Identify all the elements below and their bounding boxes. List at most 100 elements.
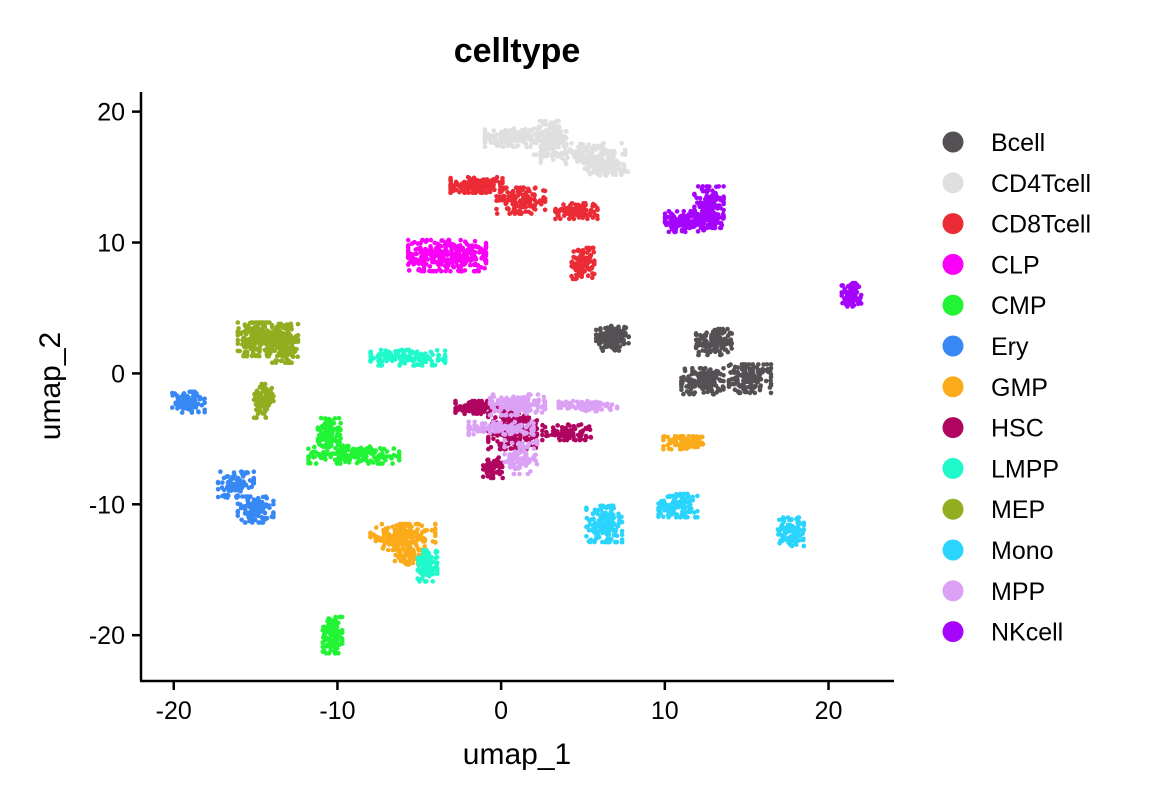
point: [605, 333, 610, 338]
point: [520, 137, 525, 143]
point: [585, 273, 591, 279]
point: [591, 165, 596, 170]
cluster-CMP-1: [306, 443, 402, 466]
point: [795, 515, 801, 520]
point: [690, 494, 695, 500]
point: [393, 349, 398, 354]
point: [559, 206, 565, 212]
point: [503, 424, 509, 430]
point: [498, 412, 504, 418]
point: [500, 197, 506, 203]
point: [571, 249, 576, 254]
point: [488, 444, 494, 450]
point: [612, 539, 618, 545]
point: [262, 324, 268, 329]
point: [256, 348, 261, 353]
point: [262, 510, 268, 516]
point: [583, 433, 589, 439]
point: [528, 469, 533, 474]
point: [603, 326, 608, 331]
point: [514, 457, 520, 462]
point: [271, 511, 276, 516]
point: [545, 150, 551, 156]
point: [403, 549, 408, 554]
point: [570, 150, 576, 156]
point: [609, 341, 615, 347]
point: [480, 467, 486, 472]
point: [483, 250, 489, 256]
point: [408, 256, 413, 262]
point: [412, 239, 417, 245]
point: [609, 334, 615, 340]
point: [616, 511, 621, 517]
point: [588, 208, 594, 213]
point: [586, 517, 592, 523]
point: [340, 453, 345, 458]
point: [610, 517, 615, 522]
point: [434, 568, 440, 573]
point: [388, 351, 393, 356]
point: [270, 398, 276, 404]
point: [269, 345, 275, 350]
point: [736, 389, 742, 395]
cluster-CD4Tcell-3: [582, 157, 631, 178]
point: [580, 249, 585, 255]
point: [377, 351, 382, 357]
point: [192, 402, 198, 408]
point: [695, 515, 700, 520]
point: [192, 398, 197, 404]
point: [502, 444, 507, 450]
point: [434, 560, 440, 565]
point: [555, 213, 561, 218]
point: [622, 333, 628, 338]
point: [479, 421, 485, 426]
point: [262, 381, 268, 387]
point: [268, 392, 273, 397]
point: [220, 480, 225, 485]
point: [257, 399, 262, 404]
point: [279, 352, 285, 358]
point: [497, 464, 503, 470]
point: [680, 494, 686, 500]
point: [721, 387, 726, 392]
point: [398, 558, 404, 564]
cluster-CLP-0: [405, 237, 489, 274]
point: [254, 325, 259, 330]
point: [782, 528, 788, 534]
point: [381, 446, 387, 452]
point: [470, 190, 475, 195]
point: [420, 237, 425, 243]
point: [792, 536, 798, 541]
point: [323, 637, 329, 643]
point: [673, 503, 679, 508]
point: [250, 478, 255, 484]
point: [504, 200, 509, 205]
point: [262, 404, 268, 409]
point: [493, 415, 498, 420]
point: [592, 520, 598, 526]
point: [512, 403, 517, 408]
point: [622, 152, 628, 157]
cluster-Ery-1: [215, 469, 257, 500]
point: [397, 363, 402, 368]
point: [368, 451, 374, 456]
point: [264, 333, 269, 338]
point: [591, 510, 596, 516]
point: [326, 616, 331, 621]
point: [752, 390, 758, 396]
point: [361, 450, 366, 455]
point: [447, 257, 452, 263]
point: [288, 351, 294, 357]
point: [427, 573, 432, 579]
point: [500, 399, 505, 405]
cluster-Mono-0: [584, 503, 625, 545]
point: [322, 443, 328, 448]
point: [497, 190, 503, 195]
point: [560, 426, 566, 432]
point: [582, 268, 587, 274]
point: [533, 439, 539, 445]
point: [533, 452, 538, 458]
point: [609, 537, 614, 542]
point: [661, 514, 666, 520]
point: [591, 249, 597, 255]
